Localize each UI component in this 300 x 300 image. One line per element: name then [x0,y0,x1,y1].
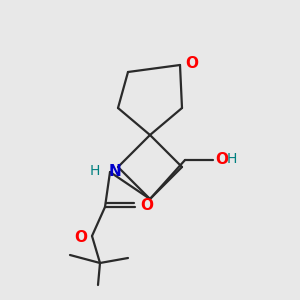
Text: O: O [140,199,153,214]
Text: O: O [74,230,87,245]
Text: N: N [109,164,122,178]
Text: O: O [185,56,198,71]
Text: O: O [215,152,228,166]
Text: H: H [90,164,100,178]
Text: H: H [227,152,237,166]
